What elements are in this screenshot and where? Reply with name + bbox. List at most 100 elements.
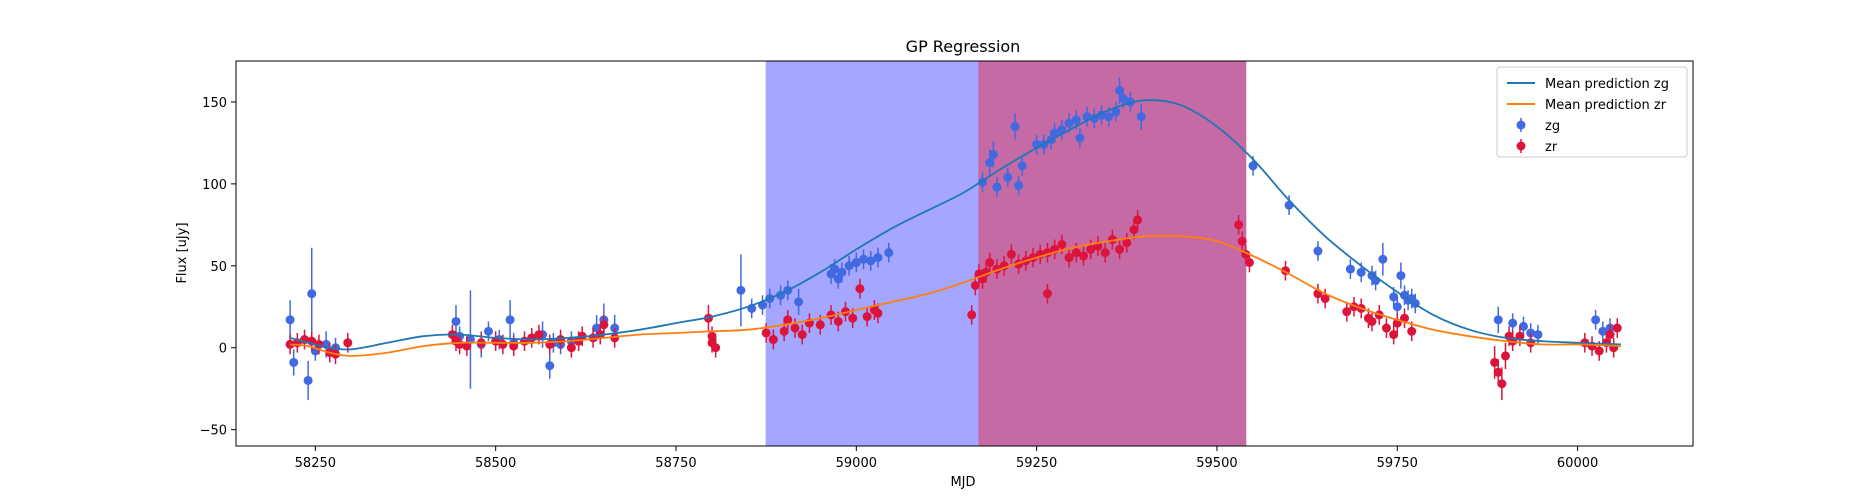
data-point-zr xyxy=(1320,294,1330,304)
data-point-zg xyxy=(289,357,299,367)
data-point-zr xyxy=(1605,330,1615,340)
data-point-zr xyxy=(1594,346,1604,356)
data-point-zr xyxy=(599,320,609,330)
data-point-zg xyxy=(884,248,894,258)
data-point-zg xyxy=(1050,128,1060,138)
x-tick-label: 58250 xyxy=(295,456,336,471)
data-point-zr xyxy=(855,284,865,294)
legend-label-zg: zg xyxy=(1545,119,1560,134)
line-mean-prediction-zr xyxy=(290,234,1621,357)
data-point-zg xyxy=(1598,326,1608,336)
data-point-zr xyxy=(534,330,544,340)
legend-marker-zr xyxy=(1516,141,1526,151)
data-point-zr xyxy=(815,320,825,330)
data-point-zg xyxy=(736,285,746,295)
data-point-zr xyxy=(1493,367,1503,377)
data-point-zr xyxy=(1381,323,1391,333)
data-point-zr xyxy=(1086,244,1096,254)
data-point-zg xyxy=(1345,264,1355,274)
data-point-zg xyxy=(1591,315,1601,325)
data-point-zg xyxy=(1284,200,1294,210)
chart-title: GP Regression xyxy=(906,37,1021,56)
data-point-zg xyxy=(451,316,461,326)
data-point-zg xyxy=(1136,112,1146,122)
plot-area xyxy=(285,61,1622,446)
data-point-zr xyxy=(1490,357,1500,367)
y-tick-label: 0 xyxy=(219,342,227,357)
legend-label-mean-prediction-zg: Mean prediction zg xyxy=(1545,77,1669,92)
line-mean-prediction-zg xyxy=(289,99,1621,351)
x-tick-label: 59000 xyxy=(836,456,877,471)
x-tick-label: 59750 xyxy=(1377,456,1418,471)
data-point-zr xyxy=(707,338,717,348)
data-point-zr xyxy=(1079,251,1089,261)
data-point-zr xyxy=(1115,244,1125,254)
data-point-zr xyxy=(1407,326,1417,336)
data-point-zg xyxy=(1118,94,1128,104)
data-point-zr xyxy=(1122,238,1132,248)
data-point-zr xyxy=(1133,215,1143,225)
legend-label-mean-prediction-zr: Mean prediction zr xyxy=(1545,98,1667,113)
data-point-zg xyxy=(1003,172,1013,182)
shaded-region-1 xyxy=(765,61,980,446)
data-point-zg xyxy=(1014,181,1024,191)
data-point-zr xyxy=(1237,236,1247,246)
data-point-zg xyxy=(307,289,317,299)
data-point-zr xyxy=(797,330,807,340)
data-point-zg xyxy=(483,326,493,336)
data-point-zg xyxy=(830,264,840,274)
data-point-zg xyxy=(873,253,883,263)
data-point-zr xyxy=(1500,351,1510,361)
data-point-zg xyxy=(794,297,804,307)
data-point-zr xyxy=(970,280,980,290)
data-point-zr xyxy=(779,326,789,336)
y-tick-label: 100 xyxy=(202,178,227,193)
data-point-zr xyxy=(1234,220,1244,230)
data-point-zg xyxy=(844,261,854,271)
data-point-zr xyxy=(610,333,620,343)
y-tick-label: 50 xyxy=(210,260,227,275)
data-point-zg xyxy=(1071,115,1081,125)
data-point-zg xyxy=(859,254,869,264)
data-point-zg xyxy=(1010,122,1020,132)
data-point-zg xyxy=(1075,133,1085,143)
data-point-zr xyxy=(1367,316,1377,326)
data-point-zg xyxy=(992,182,1002,192)
legend-label-zr: zr xyxy=(1545,140,1558,155)
data-point-zr xyxy=(566,343,576,353)
data-point-zg xyxy=(1248,161,1258,171)
data-point-zg xyxy=(1104,112,1114,122)
data-point-zr xyxy=(761,328,771,338)
data-point-zg xyxy=(1389,292,1399,302)
data-point-zg xyxy=(1533,330,1543,340)
legend-marker-zg xyxy=(1516,120,1526,130)
data-point-zr xyxy=(1129,225,1139,235)
data-point-zg xyxy=(851,258,861,268)
data-point-zr xyxy=(285,339,295,349)
data-point-zg xyxy=(1111,107,1121,117)
data-point-zr xyxy=(768,335,778,345)
data-point-zg xyxy=(1064,118,1074,128)
data-point-zg xyxy=(1378,254,1388,264)
data-point-zr xyxy=(1006,249,1016,259)
data-point-zg xyxy=(1115,85,1125,95)
data-point-zg xyxy=(1392,302,1402,312)
x-tick-label: 58500 xyxy=(475,456,516,471)
data-point-zr xyxy=(1389,330,1399,340)
data-point-zg xyxy=(988,149,998,159)
data-point-zr xyxy=(985,258,995,268)
data-point-zr xyxy=(790,323,800,333)
data-point-zr xyxy=(848,313,858,323)
data-point-zg xyxy=(545,361,555,371)
data-point-zg xyxy=(837,267,847,277)
x-tick-label: 59500 xyxy=(1196,456,1237,471)
data-point-zr xyxy=(462,341,472,351)
data-point-zg xyxy=(1508,318,1518,328)
y-axis: −50 0 50 100 150 xyxy=(200,96,236,439)
data-point-zr xyxy=(833,316,843,326)
plot-inner xyxy=(285,61,1622,446)
data-point-zg xyxy=(985,158,995,168)
legend-box xyxy=(1496,66,1688,158)
data-point-zg xyxy=(1493,315,1503,325)
